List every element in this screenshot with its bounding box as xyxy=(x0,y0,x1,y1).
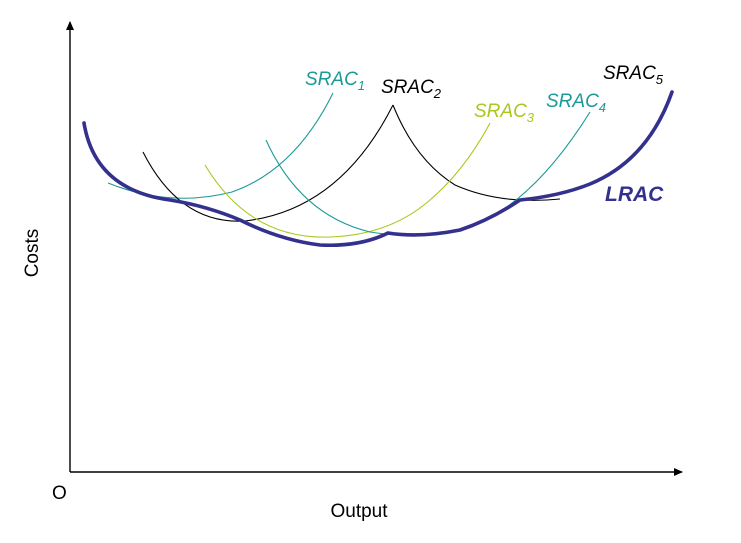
lrac-curve xyxy=(82,90,674,248)
srac3-curve xyxy=(204,122,491,238)
srac1-curve xyxy=(107,92,334,199)
srac5-label: SRAC5 xyxy=(603,63,664,87)
srac3-label: SRAC3 xyxy=(474,101,535,125)
srac4-label: SRAC4 xyxy=(546,91,606,115)
y-axis-label: Costs xyxy=(22,229,43,278)
srac2-label: SRAC2 xyxy=(381,77,442,101)
srac4-curve xyxy=(265,111,591,236)
lrac-label: LRAC xyxy=(605,183,664,206)
origin-label: O xyxy=(52,483,67,504)
srac1-label: SRAC1 xyxy=(305,69,365,93)
srac2-curve xyxy=(142,104,394,222)
x-axis-label: Output xyxy=(330,501,388,522)
